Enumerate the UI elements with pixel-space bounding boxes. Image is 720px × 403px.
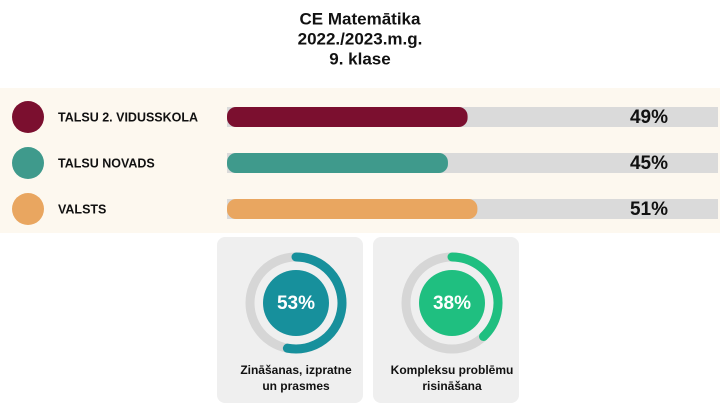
value-label: 49% (630, 107, 668, 128)
value-label: 45% (630, 153, 668, 174)
value-label: 51% (630, 199, 668, 220)
gauge-value: 53% (277, 293, 315, 314)
chart-title: 2022./2023.m.g. (298, 29, 423, 48)
gauge-arc (447, 252, 503, 342)
gauge-center (419, 270, 485, 336)
gauge-label: un prasmes (262, 379, 330, 393)
bar (227, 107, 468, 127)
chart-title: 9. klase (329, 49, 390, 68)
legend-dot (12, 101, 44, 133)
gauge-center (263, 270, 329, 336)
chart-title: CE Matemātika (300, 9, 421, 28)
gauge-label: Zināšanas, izpratne (240, 363, 352, 377)
legend-dot (12, 147, 44, 179)
gauge-arc (282, 252, 347, 354)
legend-dot (12, 193, 44, 225)
category-label: TALSU NOVADS (58, 156, 155, 170)
bar (227, 199, 478, 219)
category-label: TALSU 2. VIDUSSKOLA (58, 110, 198, 124)
gauge-label: risināšana (422, 379, 482, 393)
bar (227, 153, 448, 173)
category-label: VALSTS (58, 202, 106, 216)
gauge-value: 38% (433, 293, 471, 314)
gauge-label: Kompleksu problēmu (391, 363, 514, 377)
